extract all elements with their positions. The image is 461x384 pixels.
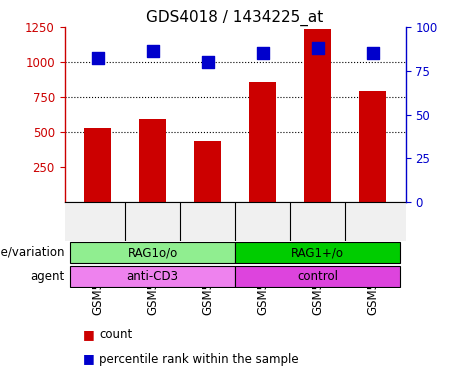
FancyBboxPatch shape [70,266,235,287]
FancyBboxPatch shape [70,242,235,263]
Text: percentile rank within the sample: percentile rank within the sample [99,353,299,366]
Point [149,48,156,55]
Point [259,50,266,56]
Point [94,55,101,61]
Text: anti-CD3: anti-CD3 [127,270,178,283]
Bar [139,119,166,202]
Bar [194,141,221,202]
Bar [249,81,277,202]
Text: ■: ■ [83,328,95,341]
Text: count: count [99,328,132,341]
Point [204,59,211,65]
Point [369,50,376,56]
Bar [84,128,111,202]
Text: genotype/variation: genotype/variation [0,247,65,260]
Point [314,45,321,51]
Text: RAG1o/o: RAG1o/o [127,247,177,260]
Text: control: control [297,270,338,283]
FancyBboxPatch shape [235,242,400,263]
Title: GDS4018 / 1434225_at: GDS4018 / 1434225_at [147,9,324,25]
Text: agent: agent [30,270,65,283]
Bar [304,29,331,202]
Text: ■: ■ [83,353,95,366]
Bar [359,91,386,202]
Text: RAG1+/o: RAG1+/o [291,247,344,260]
FancyBboxPatch shape [235,266,400,287]
